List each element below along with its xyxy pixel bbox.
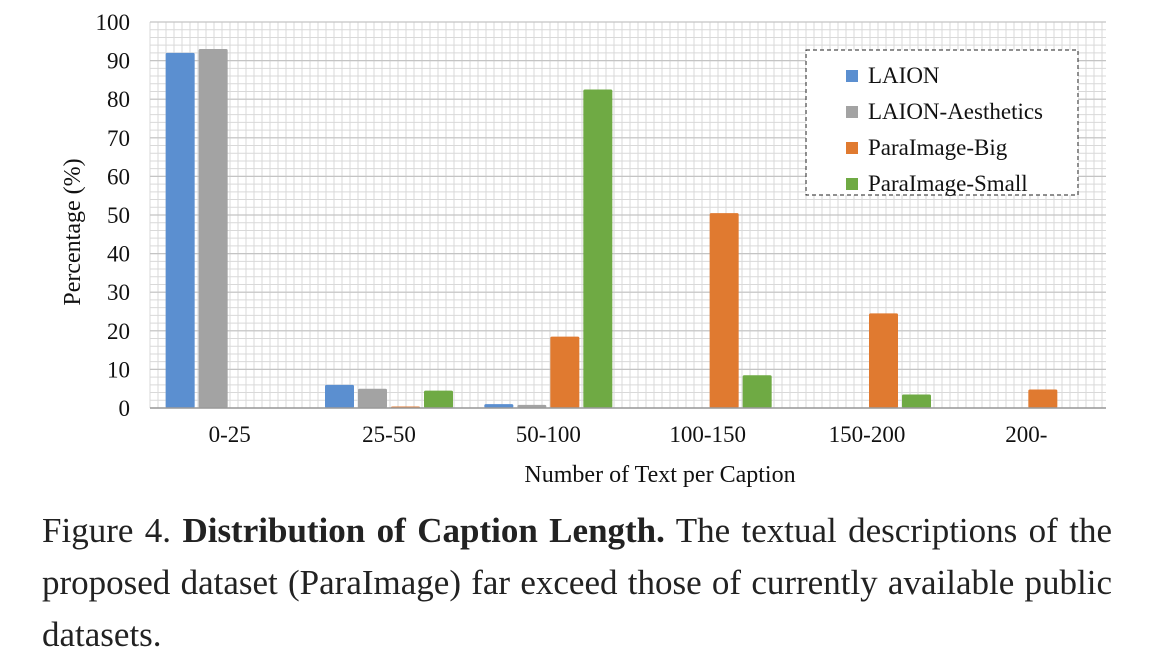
bar: [484, 404, 514, 408]
x-tick-label: 200-: [1005, 422, 1047, 447]
legend-label: LAION-Aesthetics: [868, 99, 1043, 124]
figure-caption: Figure 4. Distribution of Caption Length…: [42, 505, 1112, 661]
caption-title: Distribution of Caption Length.: [182, 511, 665, 550]
bar: [325, 384, 354, 408]
bar: [550, 336, 580, 408]
bar: [902, 394, 931, 408]
y-tick-label: 50: [107, 203, 130, 228]
bar: [198, 49, 228, 409]
x-axis-label: Number of Text per Caption: [524, 462, 795, 488]
y-axis-label: Percentage (%): [60, 158, 86, 305]
y-tick-label: 80: [107, 87, 130, 112]
bar: [742, 375, 772, 408]
legend-label: ParaImage-Small: [868, 171, 1028, 196]
bar: [869, 313, 898, 408]
bar: [583, 89, 613, 409]
bar: [1028, 389, 1058, 408]
chart-axes: 0 10 20 30 40 50 60 70 80 90 100 0-25 25-50 50-100 100…: [96, 10, 1106, 447]
legend-label: ParaImage-Big: [868, 135, 1008, 160]
y-tick-label: 100: [96, 10, 131, 35]
x-tick-label: 0-25: [209, 422, 251, 447]
caption-label: Figure 4.: [42, 511, 172, 550]
legend-swatch: [846, 70, 858, 82]
y-tick-label: 60: [107, 164, 130, 189]
bar: [358, 388, 387, 408]
x-tick-label: 50-100: [516, 422, 581, 447]
y-tick-label: 0: [119, 396, 131, 421]
y-tick-label: 70: [107, 126, 130, 151]
caption-text: The textual descriptions of the proposed…: [42, 511, 1112, 654]
y-tick-label: 90: [107, 49, 130, 74]
legend-swatch: [846, 142, 858, 154]
bar: [424, 390, 453, 408]
bar: [709, 213, 739, 408]
bar-chart: 0 10 20 30 40 50 60 70 80 90 100 0-25 25-50 50-100 100…: [60, 10, 1106, 488]
x-tick-label: 150-200: [829, 422, 906, 447]
chart-legend: LAION LAION-Aesthetics ParaImage-Big ParaIm…: [805, 49, 1079, 196]
bar: [517, 404, 547, 408]
y-tick-label: 40: [107, 242, 130, 267]
legend-label: LAION: [868, 63, 940, 88]
bar: [165, 52, 195, 408]
y-tick-label: 30: [107, 280, 130, 305]
y-tick-label: 10: [107, 357, 130, 382]
chart-bars: [165, 49, 1058, 409]
legend-swatch: [846, 106, 858, 118]
x-tick-label: 100-150: [669, 422, 746, 447]
y-tick-label: 20: [107, 319, 130, 344]
legend-swatch: [846, 178, 858, 190]
x-tick-label: 25-50: [362, 422, 416, 447]
